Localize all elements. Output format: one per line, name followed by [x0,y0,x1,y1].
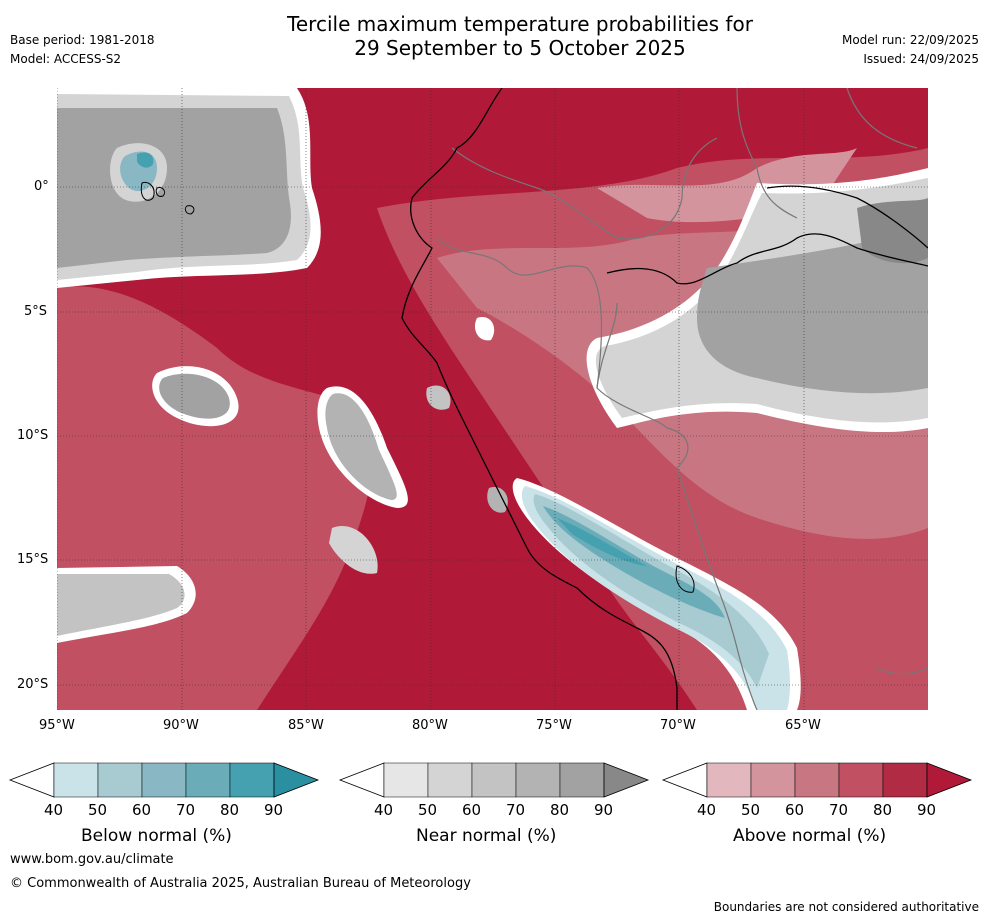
below-min-triangle [8,762,55,798]
lat-label-20s: 20°S [17,677,49,692]
title-line-1: Tercile maximum temperature probabilitie… [287,12,753,36]
graticule [57,88,928,710]
below-tick-40: 40 [44,801,64,819]
issued-date: Issued: 24/09/2025 [863,52,979,66]
near-normal-offshore-b [325,393,397,500]
below-tick-80: 80 [220,801,240,819]
near-normal-blob-a [426,385,451,410]
below-bin-2 [141,762,187,798]
below-normal-galapagos-core [137,152,154,168]
above-tick-90: 90 [917,801,937,819]
below-bin-1 [97,762,143,798]
colorbars [8,762,973,798]
near-normal-east-80 [697,228,928,394]
base-period: Base period: 1981-2018 [10,33,155,47]
below-bin-0 [53,762,99,798]
lon-label-80w: 80°W [412,718,448,733]
above-bin-2 [794,762,840,798]
near-normal-offshore-a [159,373,230,419]
above-normal-ticks: 40 50 60 70 80 90 [663,801,973,821]
above-normal-label: Above normal (%) [733,826,887,846]
lon-label-70w: 70°W [660,718,696,733]
below-tick-50: 50 [88,801,108,819]
below-tick-70: 70 [176,801,196,819]
above-tick-40: 40 [697,801,717,819]
near-normal-offshore-c [329,526,378,574]
above-bin-4 [882,762,928,798]
near-normal-nw-80 [57,108,291,268]
below-bin-3 [185,762,231,798]
above-tick-70: 70 [829,801,849,819]
near-tick-60: 60 [462,801,482,819]
above-bin-0 [706,762,752,798]
lat-label-0: 0° [34,179,49,194]
lat-label-5s: 5°S [24,304,48,319]
near-bin-0 [383,762,429,798]
above-tick-60: 60 [785,801,805,819]
near-tick-90: 90 [594,801,614,819]
lake-titicaca [675,565,695,593]
website-link[interactable]: www.bom.gov.au/climate [10,852,174,867]
near-min-triangle [338,762,385,798]
near-max-triangle [603,762,650,798]
near-bin-1 [427,762,473,798]
near-normal-blob-c [487,487,508,513]
near-tick-50: 50 [418,801,438,819]
lon-label-75w: 75°W [536,718,572,733]
above-bin-1 [750,762,796,798]
probability-map [57,88,928,710]
below-max-triangle [273,762,320,798]
below-normal-80 [557,518,647,566]
colorbar-below-normal [8,762,320,798]
near-normal-label: Near normal (%) [416,826,557,846]
above-tick-80: 80 [873,801,893,819]
colorbar-above-normal [661,762,973,798]
coastlines [401,88,928,710]
galapagos-islands [140,181,195,215]
near-bin-4 [559,762,605,798]
above-max-triangle [926,762,973,798]
above-tick-50: 50 [741,801,761,819]
near-bin-2 [471,762,517,798]
near-bin-3 [515,762,561,798]
below-normal-label: Below normal (%) [81,826,232,846]
lon-label-85w: 85°W [288,718,324,733]
below-normal-ticks: 40 50 60 70 80 90 [10,801,320,821]
copyright: © Commonwealth of Australia 2025, Austra… [10,876,471,891]
title-line-2: 29 September to 5 October 2025 [354,36,686,60]
near-normal-sw [57,574,185,636]
lon-label-65w: 65°W [785,718,821,733]
near-tick-40: 40 [374,801,394,819]
below-bin-4 [229,762,275,798]
lon-label-95w: 95°W [39,718,75,733]
disclaimer: Boundaries are not considered authoritat… [713,900,979,914]
below-tick-90: 90 [264,801,284,819]
near-tick-80: 80 [550,801,570,819]
below-tick-60: 60 [132,801,152,819]
model-name: Model: ACCESS-S2 [10,52,122,66]
near-normal-east-90 [857,198,928,264]
model-run: Model run: 22/09/2025 [841,33,979,47]
lon-label-90w: 90°W [163,718,199,733]
near-normal-ticks: 40 50 60 70 80 90 [340,801,650,821]
near-tick-70: 70 [506,801,526,819]
near-normal-blob-b [474,317,495,341]
lat-label-15s: 15°S [17,552,49,567]
above-bin-3 [838,762,884,798]
country-borders [436,88,928,710]
chart-title: Tercile maximum temperature probabilitie… [0,12,988,60]
lat-label-10s: 10°S [17,428,49,443]
colorbar-near-normal [338,762,650,798]
map-svg [57,88,928,710]
above-min-triangle [661,762,708,798]
